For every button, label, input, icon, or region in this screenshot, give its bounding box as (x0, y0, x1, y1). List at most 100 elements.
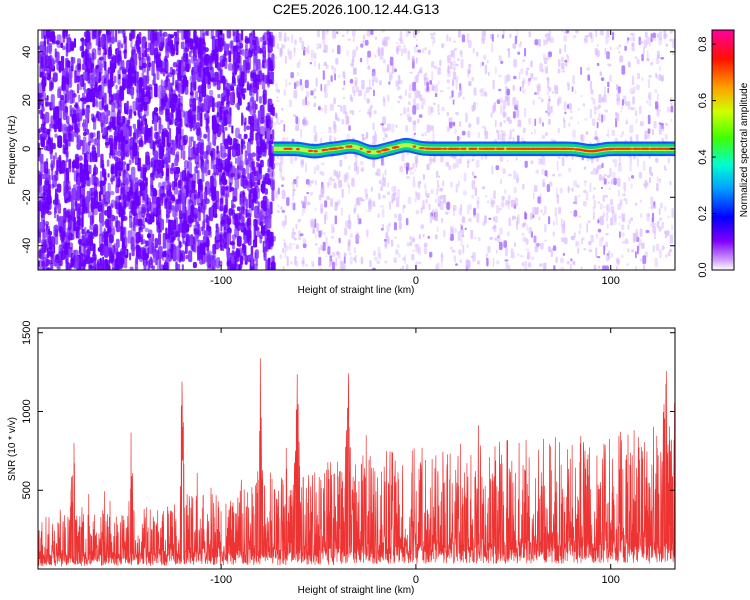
noise-cell-sparse (554, 207, 557, 217)
noise-cell-dense (212, 259, 217, 267)
noise-cell-sparse (384, 242, 387, 247)
noise-cell-sparse (615, 113, 620, 122)
noise-cell-sparse (313, 52, 317, 59)
noise-cell-dense (77, 63, 81, 70)
noise-cell-dense (97, 31, 101, 47)
noise-cell-sparse (658, 178, 661, 184)
noise-cell-dense (182, 236, 185, 244)
noise-cell-sparse (652, 32, 656, 39)
x-tick-label: 100 (602, 574, 620, 586)
noise-cell-sparse (320, 208, 323, 214)
noise-cell-sparse (480, 87, 485, 97)
noise-cell-sparse (313, 60, 316, 67)
noise-cell-sparse (669, 248, 673, 253)
signal-core-point (478, 147, 482, 150)
noise-cell-dense (100, 203, 105, 213)
noise-cell-sparse (463, 172, 467, 182)
noise-cell-sparse (391, 193, 396, 202)
noise-cell-sparse (524, 212, 528, 220)
noise-cell-dense (92, 154, 97, 161)
noise-cell-dense (114, 92, 120, 109)
noise-cell-sparse (355, 86, 359, 93)
noise-cell-sparse (396, 45, 399, 53)
noise-cell-sparse (522, 236, 527, 242)
noise-cell-sparse (528, 226, 532, 234)
noise-cell-dense (108, 241, 112, 254)
noise-cell-sparse (356, 232, 359, 242)
noise-cell-sparse (455, 263, 458, 266)
noise-cell-dense (153, 107, 159, 113)
noise-cell-sparse (629, 162, 632, 172)
noise-cell-dense (84, 226, 87, 237)
noise-cell-dense (143, 114, 146, 122)
noise-cell-sparse (567, 55, 570, 63)
noise-cell-dense (106, 109, 111, 117)
noise-cell-dense (232, 88, 235, 103)
noise-cell-sparse (572, 75, 575, 85)
noise-cell-sparse (494, 215, 498, 223)
noise-cell-sparse (283, 242, 287, 247)
noise-cell-sparse (354, 77, 358, 86)
noise-cell-sparse (626, 40, 629, 44)
noise-cell-sparse (548, 118, 551, 125)
noise-cell-dense (235, 103, 240, 109)
noise-cell-dense (168, 201, 172, 210)
noise-cell-dense (234, 178, 239, 190)
noise-cell-sparse (347, 219, 352, 230)
noise-cell-sparse (433, 102, 436, 106)
noise-cell-sparse (330, 75, 333, 82)
noise-cell-sparse (457, 92, 461, 98)
noise-cell-sparse (580, 134, 584, 141)
noise-cell-sparse (589, 109, 593, 119)
noise-cell-sparse (313, 125, 317, 133)
noise-cell-sparse (627, 248, 630, 253)
noise-cell-sparse (630, 32, 634, 36)
signal-core-point (307, 149, 314, 153)
noise-cell-dense (75, 75, 80, 83)
noise-cell-dense (183, 134, 188, 144)
noise-cell-dense (227, 134, 230, 139)
noise-cell-sparse (313, 102, 317, 107)
noise-cell-sparse (522, 183, 525, 189)
noise-cell-sparse (394, 236, 397, 239)
noise-cell-sparse (378, 193, 381, 200)
noise-cell-dense (56, 183, 62, 193)
noise-cell-sparse (649, 166, 652, 175)
noise-cell-sparse (502, 107, 505, 118)
colorbar-tick-label: 0.0 (697, 262, 709, 277)
noise-cell-dense (131, 88, 134, 100)
noise-cell-dense (73, 249, 76, 256)
noise-cell-sparse (385, 231, 389, 239)
noise-cell-sparse (325, 236, 328, 246)
noise-cell-sparse (459, 157, 462, 164)
noise-cell-sparse (283, 239, 285, 242)
noise-cell-sparse (371, 200, 376, 204)
noise-cell-dense (268, 60, 273, 74)
noise-cell-sparse (581, 237, 583, 245)
noise-cell-sparse (623, 197, 626, 202)
noise-cell-sparse (560, 237, 564, 242)
noise-cell-sparse (333, 97, 336, 105)
noise-cell-sparse (447, 66, 451, 70)
noise-cell-dense (225, 79, 228, 85)
noise-cell-dense (173, 230, 179, 238)
noise-cell-sparse (280, 119, 284, 123)
noise-cell-dense (200, 38, 205, 45)
noise-cell-sparse (379, 57, 384, 60)
noise-cell-dense (191, 180, 196, 189)
noise-cell-sparse (426, 81, 429, 92)
noise-cell-sparse (415, 38, 418, 42)
noise-cell-dense (88, 234, 93, 246)
noise-cell-sparse (352, 36, 355, 43)
noise-cell-sparse (600, 77, 605, 81)
noise-cell-sparse (667, 215, 670, 218)
noise-cell-dense (78, 245, 81, 254)
noise-cell-sparse (580, 95, 583, 98)
noise-cell-dense (244, 150, 248, 159)
noise-cell-sparse (365, 193, 369, 200)
noise-cell-sparse (451, 249, 456, 253)
noise-cell-sparse (388, 72, 393, 81)
noise-cell-sparse (621, 106, 624, 110)
snr-y-axis-label: SNR (10 * v/v) (7, 417, 18, 481)
noise-cell-sparse (347, 38, 351, 41)
